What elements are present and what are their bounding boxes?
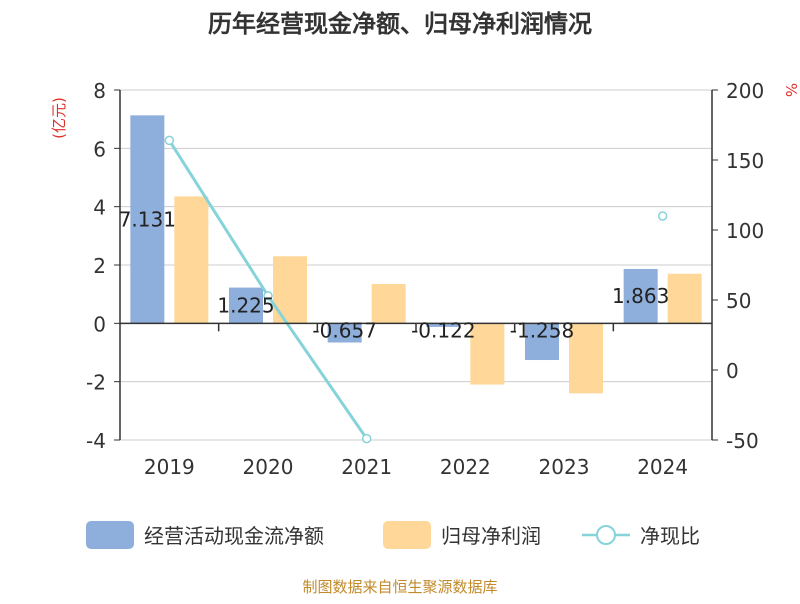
- y-right-tick-label: 100: [726, 219, 764, 243]
- bar-cashflow: [229, 287, 263, 324]
- line-segment: [266, 294, 368, 440]
- data-labels-group: 7.131 1.225 -0.657 -0.122 -1.258 1.863: [119, 207, 670, 342]
- x-tick-label: 2024: [637, 455, 688, 479]
- y-right-tick-label: 200: [726, 79, 764, 103]
- data-label-cashflow: -0.657: [312, 318, 376, 342]
- legend-swatch-net-profit: [383, 521, 431, 549]
- line-point: [657, 211, 668, 221]
- bar-net-profit: [470, 323, 505, 385]
- y-left-tick-label: 4: [93, 196, 106, 220]
- legend-label-ratio: 净现比: [640, 524, 700, 548]
- data-label-cashflow: -0.122: [411, 318, 475, 342]
- bar-net-profit: [569, 323, 603, 394]
- bar-cashflow: [623, 268, 658, 324]
- x-tick-label: 2020: [243, 455, 294, 479]
- y-left-tick-label: 2: [93, 254, 106, 278]
- source-note: 制图数据来自恒生聚源数据库: [302, 578, 497, 596]
- grid-lines: [120, 89, 712, 441]
- bar-net-profit: [273, 256, 307, 324]
- legend-label-cashflow: 经营活动现金流净额: [144, 524, 324, 548]
- axes-group: -4 -2 0 2 4 6 8 -50 0 50 100 150 200 2019 2020 2021 2022…: [86, 79, 764, 479]
- line-point: [263, 291, 273, 301]
- bar-cashflow: [327, 323, 362, 343]
- line-group: [164, 135, 668, 444]
- bar-cashflow: [130, 115, 165, 324]
- bar-net-profit: [371, 283, 406, 324]
- bar-net-profit: [174, 196, 209, 324]
- y-right-tick-label: -50: [726, 429, 759, 453]
- bar-cashflow: [426, 323, 461, 327]
- x-tick-label: 2022: [440, 455, 491, 479]
- x-tick-label: 2023: [539, 455, 590, 479]
- y-axis-right-label: %: [782, 83, 800, 97]
- y-right-tick-label: 0: [726, 359, 739, 383]
- legend-swatch-cashflow: [86, 521, 134, 549]
- data-label-cashflow: 1.863: [612, 284, 669, 308]
- bar-net-profit: [667, 273, 702, 324]
- data-label-cashflow: -1.258: [510, 318, 574, 342]
- x-tick-label: 2019: [144, 455, 195, 479]
- line-point: [361, 433, 372, 444]
- line-point: [164, 135, 175, 146]
- legend-marker-ratio: [596, 525, 616, 545]
- bar-cashflow: [525, 323, 559, 361]
- y-right-tick-label: 150: [726, 149, 764, 173]
- y-left-tick-label: -2: [86, 371, 106, 395]
- legend-label-net-profit: 归母净利润: [441, 524, 541, 548]
- y-left-tick-label: -4: [86, 429, 106, 453]
- y-left-tick-label: 8: [93, 79, 106, 103]
- y-right-tick-label: 50: [726, 289, 751, 313]
- legend: 经营活动现金流净额 归母净利润 净现比: [86, 521, 700, 549]
- line-segment: [168, 139, 270, 297]
- chart-title: 历年经营现金净额、归母净利润情况: [208, 10, 592, 38]
- y-axis-left-label: (亿元): [50, 97, 68, 139]
- bars-group: [130, 115, 702, 394]
- data-label-cashflow: 1.225: [217, 293, 274, 317]
- y-left-tick-label: 0: [93, 312, 106, 336]
- x-tick-label: 2021: [341, 455, 392, 479]
- data-label-cashflow: 7.131: [119, 207, 176, 231]
- y-left-tick-label: 6: [93, 137, 106, 161]
